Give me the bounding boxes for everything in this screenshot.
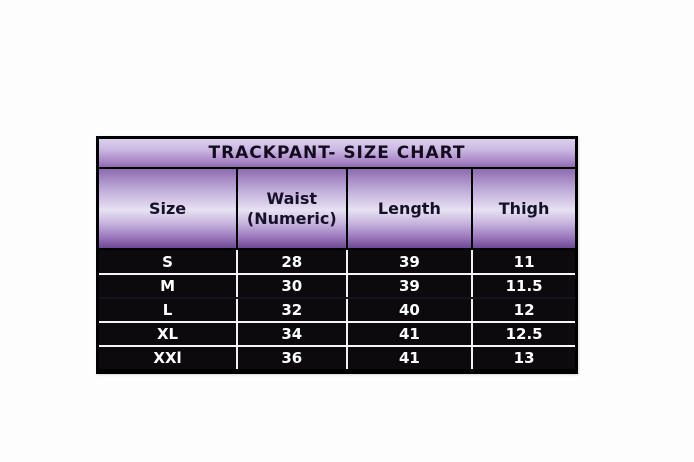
table-row: L 32 40 12 bbox=[99, 297, 575, 321]
cell-size: XXl bbox=[153, 349, 182, 367]
cell-waist: 32 bbox=[236, 299, 345, 321]
table-body: S 28 39 11 M 30 39 11.5 L 32 40 12 XL 34… bbox=[99, 250, 575, 369]
cell-size: XL bbox=[156, 325, 179, 343]
cell-thigh: 13 bbox=[471, 347, 575, 369]
cell-length: 41 bbox=[345, 323, 472, 345]
table-title: TRACKPANT- SIZE CHART bbox=[99, 139, 575, 169]
header-thigh: Thigh bbox=[471, 169, 575, 248]
cell-thigh: 11 bbox=[471, 250, 575, 273]
cell-size: S bbox=[162, 252, 173, 271]
cell-length: 39 bbox=[345, 275, 472, 297]
cell-length: 39 bbox=[345, 250, 472, 273]
cell-size: L bbox=[162, 301, 173, 319]
cell-waist: 30 bbox=[236, 275, 345, 297]
cell-length: 41 bbox=[345, 347, 472, 369]
cell-waist: 36 bbox=[236, 347, 345, 369]
table-row: M 30 39 11.5 bbox=[99, 273, 575, 297]
cell-waist: 28 bbox=[236, 250, 345, 273]
header-waist: Waist (Numeric) bbox=[236, 169, 346, 248]
cell-size: M bbox=[160, 277, 175, 295]
cell-length: 40 bbox=[345, 299, 472, 321]
cell-waist: 34 bbox=[236, 323, 345, 345]
cell-thigh: 12 bbox=[471, 299, 575, 321]
table-row: XL 34 41 12.5 bbox=[99, 321, 575, 345]
cell-thigh: 12.5 bbox=[471, 323, 575, 345]
header-length: Length bbox=[345, 169, 472, 248]
header-size: Size bbox=[99, 169, 237, 248]
table-header-row: Size Waist (Numeric) Length Thigh bbox=[99, 169, 575, 250]
size-chart-table: TRACKPANT- SIZE CHART Size Waist (Numeri… bbox=[96, 136, 578, 374]
table-row: S 28 39 11 bbox=[99, 250, 575, 273]
table-row: XXl 36 41 13 bbox=[99, 345, 575, 369]
cell-thigh: 11.5 bbox=[471, 275, 575, 297]
